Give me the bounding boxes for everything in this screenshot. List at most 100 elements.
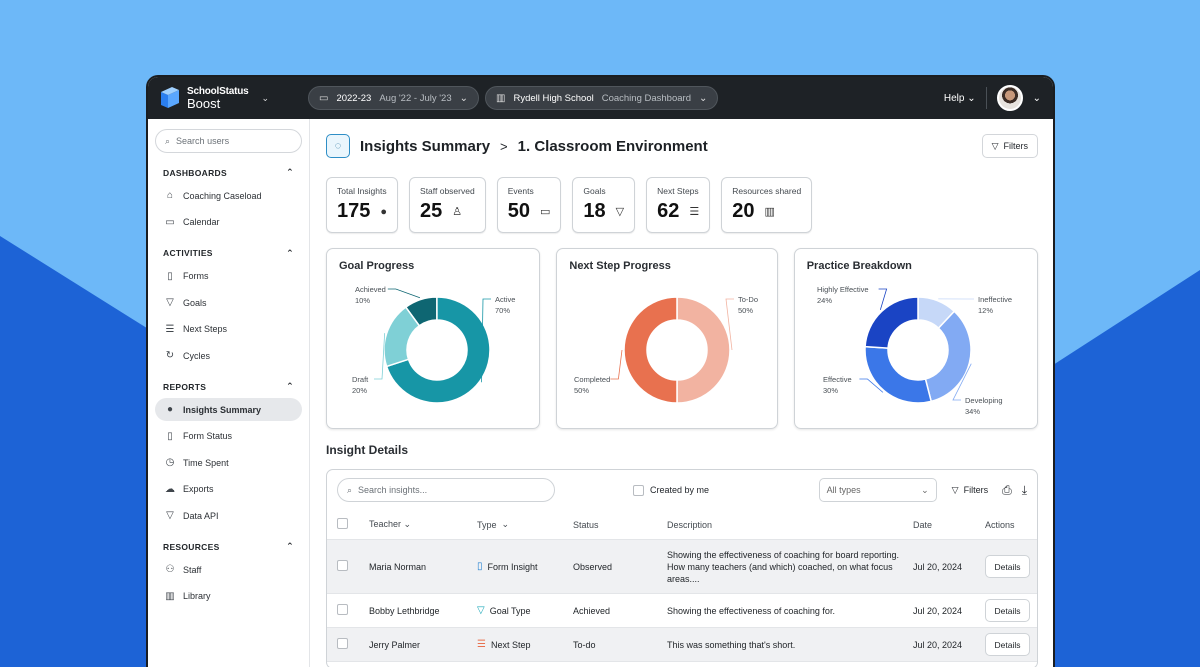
brand-switcher[interactable]: SchoolStatus Boost ⌄: [160, 86, 308, 110]
stat-label: Events: [507, 186, 534, 196]
table-filters-button[interactable]: ▽ Filters: [952, 485, 988, 496]
slice-percent: 12%: [978, 306, 993, 315]
slice-percent: 34%: [965, 407, 980, 416]
stat-card: Goals 18 ▽: [572, 177, 636, 233]
sidebar-item-next-steps[interactable]: ☰ Next Steps: [155, 318, 302, 341]
type-select[interactable]: All types ⌄: [818, 478, 937, 502]
sidebar-item-calendar[interactable]: ▭ Calendar: [155, 211, 302, 234]
sidebar-item-goals[interactable]: ▽ Goals: [155, 291, 302, 314]
goal-progress-chart: Achieved 10% Active 70% Draft 20%: [352, 285, 515, 404]
bulb-icon: ●: [380, 205, 388, 218]
school-year-selector[interactable]: ▭ 2022-23 Aug '22 - July '23 ⌄: [308, 86, 479, 110]
insight-status: Observed: [573, 561, 613, 572]
section-header[interactable]: RESOURCES ⌃: [155, 541, 302, 552]
sidebar-item-time-spent[interactable]: ◷ Time Spent: [155, 451, 302, 474]
school-year-range: Aug '22 - July '23: [379, 92, 452, 104]
practice-breakdown-chart: Ineffective 12% Developing 34% Effective 30% H…: [817, 285, 1012, 416]
insight-description: Showing the effectiveness of coaching fo…: [667, 549, 899, 584]
leader-line: [610, 349, 623, 380]
sidebar-item-library[interactable]: ▥ Library: [155, 585, 302, 608]
funnel-icon: ▽: [951, 484, 959, 495]
bulb-icon: ●: [166, 404, 174, 415]
sidebar-item-staff[interactable]: ⚇ Staff: [155, 558, 302, 581]
insight-status: To-do: [573, 639, 596, 650]
search-users-input[interactable]: ⌕ Search users: [155, 129, 302, 153]
table-row[interactable]: Maria Norman ▯ Form Insight Observed Show…: [327, 540, 1037, 594]
sidebar-item-forms[interactable]: ▯ Forms: [155, 265, 302, 288]
column-type[interactable]: Type ⌄: [477, 519, 510, 530]
list-icon: ☰: [165, 323, 175, 335]
row-checkbox[interactable]: [337, 604, 348, 615]
sidebar-item-coaching-caseload[interactable]: ⌂ Coaching Caseload: [155, 184, 302, 207]
section-header[interactable]: REPORTS ⌃: [155, 381, 302, 392]
download-icon[interactable]: ⤓: [1021, 482, 1027, 497]
charts-row: Goal Progress Achieved 10% Active 70% Draft 2…: [326, 248, 1038, 429]
details-button[interactable]: Details: [985, 633, 1030, 656]
chart-title: Goal Progress: [339, 260, 415, 272]
donut-slice-effective[interactable]: [864, 345, 932, 404]
filters-button[interactable]: ▽ Filters: [981, 134, 1038, 158]
checkbox[interactable]: [633, 484, 644, 496]
divider: [985, 87, 987, 109]
sidebar-item-label: Coaching Caseload: [183, 190, 262, 201]
search-users-placeholder: Search users: [176, 136, 230, 146]
section-header[interactable]: ACTIVITIES ⌃: [155, 248, 302, 259]
section-title: RESOURCES: [163, 541, 220, 552]
clipboard-icon: ▯: [167, 270, 173, 282]
search-insights-input[interactable]: ⌕ Search insights...: [337, 478, 555, 502]
help-menu[interactable]: Help ⌄: [943, 92, 976, 104]
table-row[interactable]: Jerry Palmer ☰ Next Step To-do This was s…: [327, 628, 1037, 662]
sidebar-item-label: Calendar: [183, 217, 220, 227]
section-header[interactable]: DASHBOARDS ⌃: [155, 167, 302, 178]
donut-slice-developing[interactable]: [924, 310, 972, 403]
table-row[interactable]: Bobby Lethbridge ▽ Goal Type Achieved Sho…: [327, 594, 1037, 628]
details-button[interactable]: Details: [985, 599, 1030, 622]
column-status: Status: [573, 519, 599, 530]
leader-line: [387, 288, 421, 299]
stat-value: 50: [507, 200, 530, 222]
stat-value: 175: [337, 200, 371, 222]
people-icon: ⚇: [165, 564, 175, 575]
stat-label: Staff observed: [420, 186, 475, 196]
slice-percent: 30%: [823, 386, 838, 395]
avatar[interactable]: [996, 85, 1023, 111]
section-title: REPORTS: [163, 381, 207, 392]
chart-title: Practice Breakdown: [806, 260, 912, 272]
school-selector[interactable]: ▥ Rydell High School Coaching Dashboard …: [485, 86, 719, 110]
slice-percent: 20%: [352, 386, 367, 395]
sidebar-item-label: Exports: [183, 484, 214, 494]
stat-card: Events 50 ▭: [496, 177, 562, 233]
sidebar-item-insights-summary[interactable]: ● Insights Summary: [155, 398, 302, 421]
list-icon: ☰: [477, 639, 486, 650]
sidebar-item-data-api[interactable]: ▽ Data API: [155, 504, 302, 527]
stat-value: 62: [657, 200, 680, 222]
select-all-checkbox[interactable]: [337, 518, 348, 529]
chevron-down-icon[interactable]: ⌄: [1032, 92, 1041, 104]
created-by-me-checkbox[interactable]: Created by me: [633, 484, 709, 496]
leader-line: [859, 378, 883, 393]
page-title[interactable]: Insights Summary: [360, 137, 491, 155]
type-select-value: All types: [826, 485, 861, 495]
sidebar-item-cycles[interactable]: ↻ Cycles: [155, 344, 302, 367]
school-year: 2022-23: [336, 92, 372, 104]
sidebar-item-exports[interactable]: ☁ Exports: [155, 478, 302, 501]
stat-label: Resources shared: [732, 186, 802, 196]
chevron-up-icon: ⌃: [286, 541, 294, 551]
insight-status: Achieved: [573, 605, 611, 616]
chevron-down-icon: ⌄: [698, 92, 708, 104]
print-icon[interactable]: ⎙: [1002, 482, 1012, 497]
donut-slice-active[interactable]: [385, 296, 491, 404]
details-button[interactable]: Details: [985, 555, 1030, 578]
donut-slice-to-do[interactable]: [676, 296, 732, 404]
stat-card: Staff observed 25 ♙: [409, 177, 486, 233]
donut-slice-completed[interactable]: [623, 296, 679, 404]
leader-line: [952, 363, 972, 401]
column-teacher[interactable]: Teacher ⌄: [369, 519, 412, 529]
stat-value: 25: [420, 200, 443, 222]
stat-value: 20: [732, 200, 755, 222]
filters-label: Filters: [1003, 141, 1029, 151]
donut-slice-highly-effective[interactable]: [864, 296, 919, 349]
sidebar-item-form-status[interactable]: ▯ Form Status: [155, 425, 302, 448]
row-checkbox[interactable]: [337, 638, 348, 649]
row-checkbox[interactable]: [337, 560, 348, 571]
